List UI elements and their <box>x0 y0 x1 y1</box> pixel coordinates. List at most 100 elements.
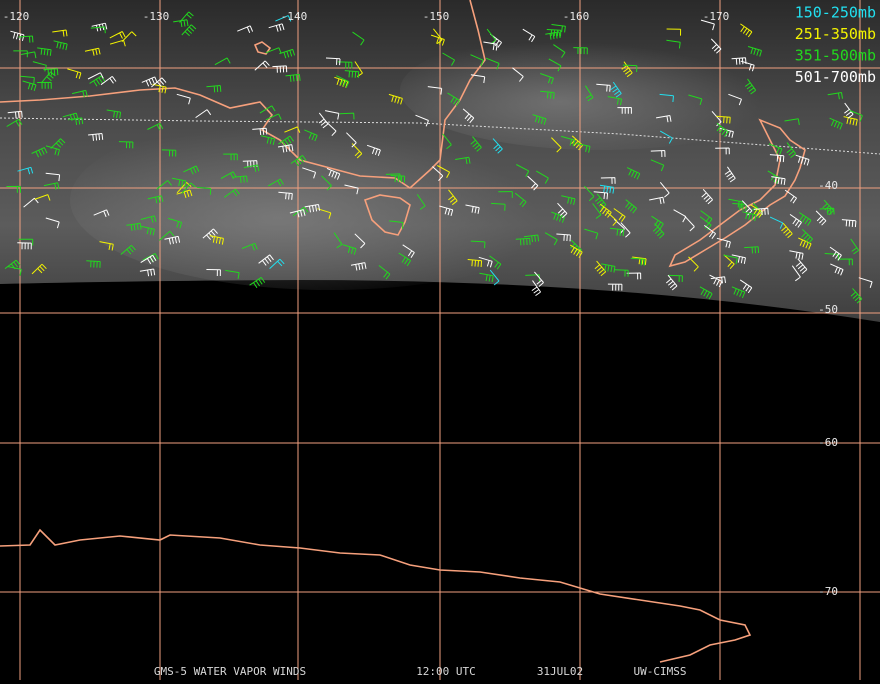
wind-barb <box>626 272 642 280</box>
wind-barb <box>584 185 595 202</box>
wind-barb <box>243 164 260 172</box>
wind-barb <box>302 167 317 179</box>
wind-barb <box>455 156 471 165</box>
wind-barb <box>442 52 456 66</box>
wind-barb <box>17 242 32 250</box>
wind-barb <box>437 165 451 178</box>
scan-line <box>0 117 880 155</box>
wind-barb <box>269 258 285 269</box>
wind-barb <box>442 133 452 150</box>
wind-barb <box>179 11 194 23</box>
wind-barb <box>13 50 28 58</box>
wind-barb <box>258 254 274 266</box>
wind-barb <box>139 268 156 277</box>
wind-barb <box>609 227 625 237</box>
wind-barb <box>439 205 454 217</box>
wind-barb <box>829 246 842 261</box>
wind-barb <box>592 203 602 219</box>
wind-barb <box>45 145 60 156</box>
wind-barb <box>626 167 641 180</box>
latitude-label: -40 <box>818 179 838 192</box>
wind-barb <box>622 64 638 73</box>
australia-coast <box>0 0 486 190</box>
wind-barb <box>402 244 415 258</box>
wind-barb <box>649 196 665 205</box>
wind-barb <box>656 115 672 123</box>
wind-barb <box>650 159 665 172</box>
wind-barb <box>378 265 391 280</box>
wind-barb <box>540 73 554 85</box>
wind-barb <box>275 15 292 22</box>
wind-barb <box>173 19 189 27</box>
wind-barb <box>710 38 722 54</box>
wind-barb <box>31 263 47 275</box>
wind-barb <box>109 39 126 47</box>
wind-barb <box>659 130 673 144</box>
wind-barb <box>284 126 301 133</box>
wind-barb <box>470 240 486 249</box>
wind-barb <box>843 116 858 126</box>
wind-barb <box>93 209 110 217</box>
wind-barb <box>385 173 401 181</box>
wind-barb <box>728 93 742 106</box>
wind-barb <box>202 228 218 240</box>
wind-barb <box>744 78 757 95</box>
wind-barb <box>544 232 558 246</box>
latitude-label: -50 <box>818 303 838 316</box>
wind-barb <box>613 208 626 222</box>
wind-barb <box>241 242 258 251</box>
wind-barb <box>688 256 699 272</box>
wind-barb <box>576 142 591 153</box>
wind-barb <box>277 144 294 153</box>
wind-barb <box>815 210 827 226</box>
wind-barb <box>344 70 360 79</box>
wind-barb <box>532 114 547 125</box>
wind-barb <box>731 286 746 299</box>
wind-barb <box>731 254 746 264</box>
wind-barb <box>427 86 443 95</box>
wind-barb <box>625 199 637 214</box>
wind-barb <box>830 263 844 276</box>
wind-barb <box>704 224 717 239</box>
wind-barb <box>86 260 101 268</box>
wind-barb <box>416 194 426 210</box>
wind-barb <box>827 92 843 100</box>
wind-barb <box>339 112 355 120</box>
wind-barb <box>650 150 666 158</box>
footer-text: GMS-5 WATER VAPOR WINDS <box>154 665 306 678</box>
wind-barb <box>569 244 583 258</box>
antarctica-coast <box>0 528 752 663</box>
wind-barb <box>4 259 21 270</box>
wind-barb <box>546 29 562 37</box>
wind-barb <box>556 233 571 242</box>
wind-barb <box>152 83 167 94</box>
wind-barb <box>6 118 23 127</box>
wind-barb <box>750 204 763 218</box>
wind-barb <box>126 222 142 231</box>
bright-region <box>70 110 590 290</box>
wind-barb <box>599 203 612 218</box>
wind-barb <box>252 127 268 136</box>
wind-barb <box>388 93 403 105</box>
wind-barb <box>545 31 561 40</box>
wind-barb <box>551 24 566 33</box>
wind-barb <box>491 202 506 211</box>
wind-barb <box>336 75 350 88</box>
wind-barb <box>829 117 843 130</box>
longitude-label: -130 <box>143 10 170 23</box>
wind-barb <box>659 181 670 198</box>
wind-barb <box>561 135 576 147</box>
wind-barb <box>220 171 237 179</box>
wind-barb <box>557 202 568 219</box>
wind-barb <box>304 129 318 142</box>
wind-barb <box>324 110 340 120</box>
wind-barb <box>553 44 566 58</box>
wind-barb <box>161 149 177 157</box>
wind-barb <box>548 58 562 72</box>
wind-barb <box>540 90 555 99</box>
wind-barb <box>739 279 753 294</box>
wind-barb <box>801 229 813 244</box>
wind-barb <box>596 83 611 92</box>
wind-barb <box>398 252 412 267</box>
wind-barb <box>7 266 22 276</box>
